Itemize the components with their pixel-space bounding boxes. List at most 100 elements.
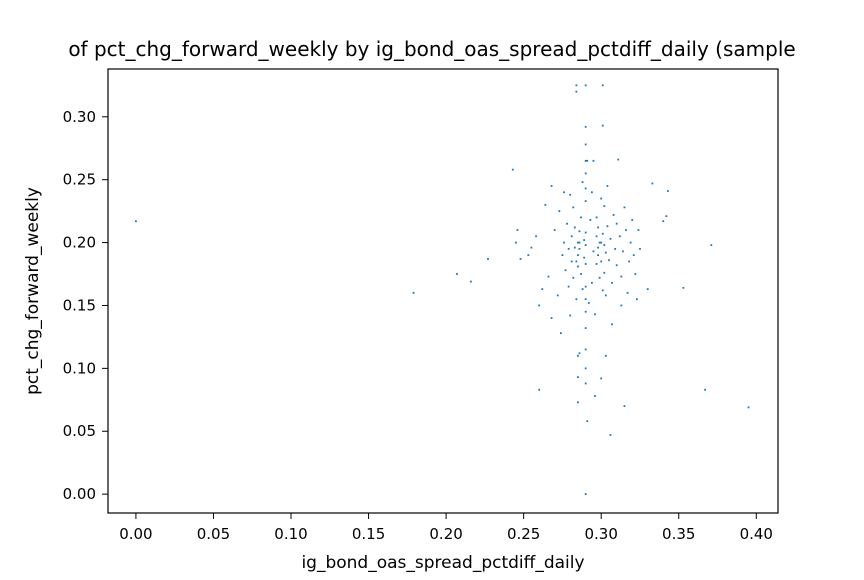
y-tick-label: 0.25 — [63, 171, 96, 189]
data-point — [604, 251, 607, 254]
data-point — [704, 388, 707, 391]
data-point — [611, 323, 613, 326]
data-point — [575, 84, 578, 87]
data-point — [626, 291, 629, 294]
data-point — [577, 241, 579, 244]
data-point — [609, 434, 612, 436]
data-point — [575, 260, 578, 263]
data-point — [620, 275, 623, 278]
data-point — [628, 260, 631, 263]
data-point — [516, 229, 519, 231]
data-point — [566, 222, 568, 225]
data-point — [584, 125, 587, 128]
data-point — [514, 241, 517, 244]
data-point — [577, 265, 579, 268]
data-point — [586, 159, 589, 162]
data-point — [573, 246, 576, 249]
data-point — [569, 314, 572, 317]
data-point — [584, 493, 587, 496]
data-point — [575, 298, 578, 301]
data-point — [590, 281, 593, 284]
y-tick-label: 0.15 — [63, 296, 96, 314]
data-point — [623, 206, 626, 209]
data-point — [629, 241, 632, 244]
data-point — [606, 185, 609, 187]
data-point — [578, 230, 581, 233]
data-point — [590, 191, 593, 194]
data-point — [519, 258, 522, 260]
data-point — [581, 288, 584, 291]
data-point — [584, 143, 587, 146]
data-point — [558, 210, 561, 213]
data-point — [612, 214, 615, 216]
data-point — [561, 254, 564, 257]
data-point — [584, 310, 587, 313]
data-point — [601, 84, 604, 87]
data-point — [556, 294, 559, 297]
data-point — [584, 231, 587, 234]
data-point — [604, 294, 607, 297]
data-point — [646, 288, 649, 291]
data-point — [710, 244, 713, 246]
data-point — [564, 269, 567, 272]
data-point — [666, 190, 669, 192]
data-point — [665, 215, 668, 218]
data-point — [570, 260, 573, 263]
data-point — [584, 172, 587, 175]
data-point — [601, 232, 604, 235]
data-point — [586, 420, 589, 423]
data-point — [550, 185, 553, 187]
data-point — [530, 246, 533, 249]
data-point — [470, 280, 472, 283]
x-tick-label: 0.40 — [740, 525, 773, 543]
data-point — [578, 352, 581, 355]
x-tick-label: 0.00 — [119, 525, 152, 543]
data-point — [511, 168, 514, 171]
data-point — [603, 271, 606, 274]
data-point — [589, 219, 592, 221]
data-point — [578, 241, 581, 244]
data-point — [550, 317, 553, 319]
data-point — [584, 84, 587, 87]
data-point — [600, 197, 603, 200]
data-point — [584, 263, 587, 265]
data-point — [600, 260, 603, 263]
data-point — [592, 159, 595, 162]
data-point — [559, 332, 562, 335]
data-point — [618, 235, 621, 238]
data-point — [662, 220, 665, 223]
data-point — [577, 254, 579, 257]
data-point — [634, 273, 637, 275]
data-point — [135, 220, 137, 223]
data-point — [584, 187, 587, 190]
data-point — [598, 241, 601, 244]
data-point — [572, 206, 575, 209]
plot-area-frame — [107, 68, 779, 514]
data-point — [595, 216, 598, 219]
data-point — [651, 182, 654, 185]
data-point — [583, 256, 586, 259]
x-tick-label: 0.15 — [352, 525, 385, 543]
data-point — [527, 254, 530, 257]
x-tick-label: 0.05 — [197, 525, 230, 543]
axis-ticks: 0.00 0.05 0.10 0.15 0.20 0.25 0.30 0.35 0.40 0.00… — [63, 108, 773, 543]
x-axis-label: ig_bond_oas_spread_pctdiff_daily — [301, 553, 584, 573]
data-point — [584, 348, 587, 351]
data-point — [617, 158, 620, 161]
data-point — [597, 226, 599, 229]
data-point — [456, 273, 458, 275]
data-point — [569, 193, 572, 196]
y-tick-label: 0.00 — [63, 485, 96, 503]
data-point — [567, 285, 570, 288]
data-point — [583, 239, 586, 241]
data-point — [544, 203, 547, 206]
data-point — [412, 291, 415, 294]
data-point — [538, 304, 541, 307]
x-tick-label: 0.10 — [274, 525, 307, 543]
data-point — [563, 241, 565, 244]
data-point — [637, 229, 640, 231]
data-point — [577, 354, 579, 357]
data-point — [632, 254, 635, 257]
